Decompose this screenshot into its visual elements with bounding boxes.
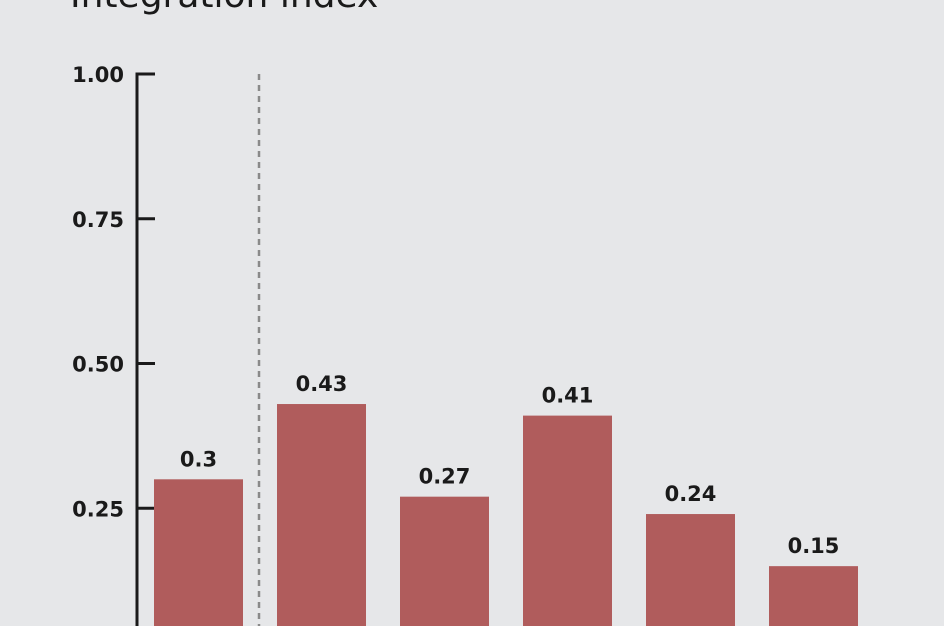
chart-title: Integration index [70, 0, 378, 18]
y-tick-label: 0.50 [72, 353, 124, 377]
bar [400, 496, 489, 626]
bar [154, 479, 243, 626]
y-tick-label: 1.00 [72, 63, 124, 87]
bar-value-label: 0.27 [419, 465, 471, 489]
bar-value-label: 0.43 [296, 372, 348, 396]
y-tick-label: 0.25 [72, 497, 124, 521]
bar-value-label: 0.41 [542, 384, 594, 408]
bar-value-label: 0.15 [788, 534, 840, 558]
bar [646, 514, 735, 626]
bar-value-label: 0.24 [665, 482, 717, 506]
bar [523, 415, 612, 626]
bar [769, 566, 858, 626]
bar-value-label: 0.3 [180, 447, 217, 471]
y-tick-label: 0.75 [72, 208, 124, 232]
bar [277, 404, 366, 626]
